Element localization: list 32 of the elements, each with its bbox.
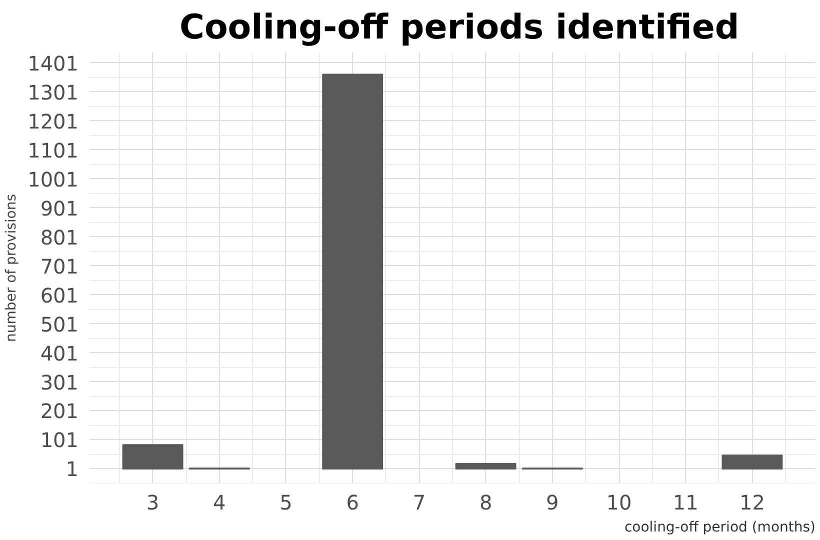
y-tick-label: 1001 bbox=[28, 167, 79, 192]
y-tick-label: 1401 bbox=[28, 51, 79, 76]
x-tick-label: 9 bbox=[546, 490, 559, 514]
y-tick-label: 201 bbox=[40, 399, 79, 424]
x-tick-label: 6 bbox=[346, 490, 359, 514]
y-tick-label: 501 bbox=[40, 312, 79, 336]
y-tick-label: 1301 bbox=[28, 80, 79, 104]
y-tick-label: 301 bbox=[40, 370, 79, 394]
chart-title: Cooling-off periods identified bbox=[180, 8, 740, 48]
x-tick-label: 8 bbox=[479, 490, 492, 514]
y-tick-label: 401 bbox=[40, 341, 79, 366]
bar bbox=[122, 444, 184, 470]
y-tick-label: 801 bbox=[40, 225, 79, 250]
bar bbox=[322, 74, 384, 470]
y-tick-label: 101 bbox=[40, 428, 79, 452]
x-tick-label: 10 bbox=[606, 490, 632, 514]
x-tick-label: 7 bbox=[412, 490, 426, 514]
bar bbox=[722, 454, 783, 470]
y-tick-label: 901 bbox=[40, 196, 79, 220]
y-tick-label: 1 bbox=[66, 457, 79, 482]
y-tick-label: 601 bbox=[40, 283, 79, 308]
y-tick-label: 701 bbox=[40, 254, 79, 278]
y-tick-label: 1101 bbox=[28, 138, 79, 162]
bar bbox=[455, 463, 516, 470]
x-tick-label: 4 bbox=[213, 490, 226, 514]
x-tick-label: 11 bbox=[672, 490, 698, 514]
x-tick-label: 5 bbox=[280, 490, 292, 514]
y-tick-label: 1201 bbox=[28, 109, 79, 134]
x-tick-label: 3 bbox=[146, 490, 160, 514]
y-axis-title: number of provisions bbox=[4, 194, 20, 342]
x-tick-label: 12 bbox=[740, 490, 765, 514]
x-axis-title: cooling-off period (months) bbox=[624, 520, 816, 536]
